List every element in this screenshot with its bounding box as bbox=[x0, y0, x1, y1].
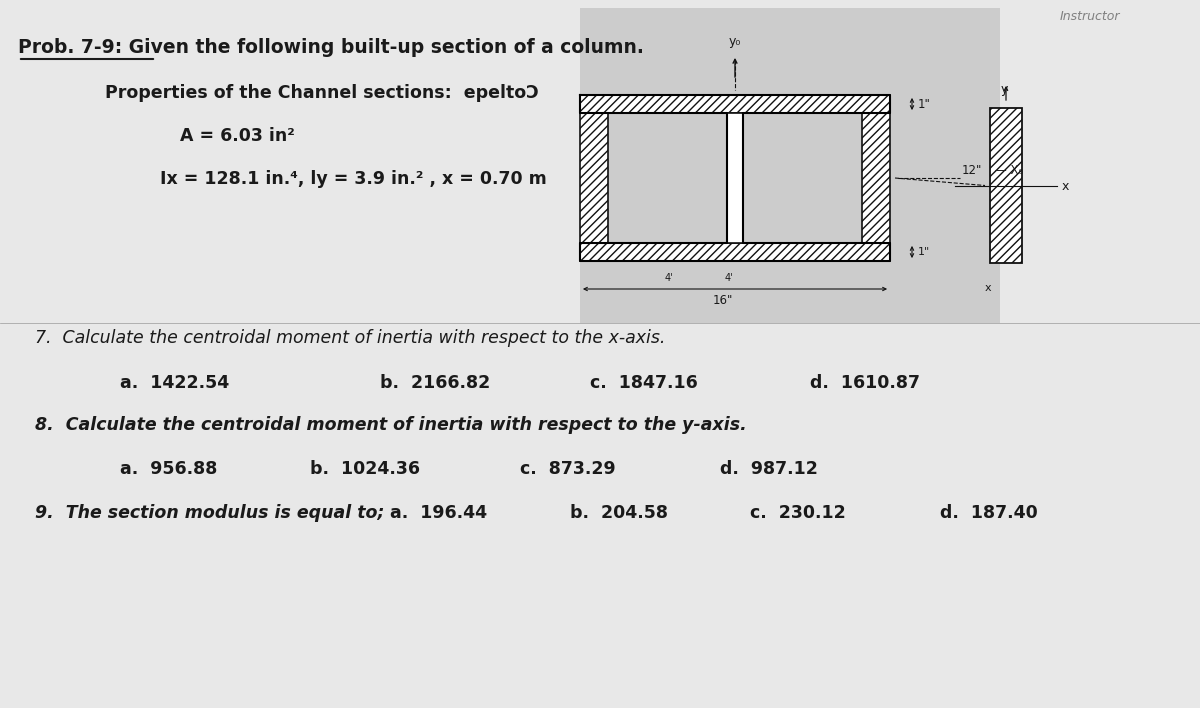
Bar bbox=[580, 113, 608, 243]
Text: Ix = 128.1 in.⁴, ly = 3.9 in.² , x = 0.70 m: Ix = 128.1 in.⁴, ly = 3.9 in.² , x = 0.7… bbox=[160, 170, 547, 188]
Bar bbox=[580, 8, 1000, 323]
Bar bbox=[862, 113, 890, 243]
Text: 4': 4' bbox=[665, 273, 673, 283]
Bar bbox=[990, 108, 1022, 263]
Text: 1": 1" bbox=[918, 247, 930, 257]
Text: Properties of the Channel sections:  epeltoƆ: Properties of the Channel sections: epel… bbox=[106, 84, 539, 102]
Text: a.  196.44: a. 196.44 bbox=[390, 504, 487, 522]
Text: b.  204.58: b. 204.58 bbox=[570, 504, 668, 522]
Bar bbox=[580, 243, 890, 261]
Text: A = 6.03 in²: A = 6.03 in² bbox=[180, 127, 295, 145]
Text: 9.  The section modulus is equal to;: 9. The section modulus is equal to; bbox=[35, 504, 384, 522]
Text: x: x bbox=[985, 283, 991, 293]
Text: y₀: y₀ bbox=[730, 35, 742, 48]
Text: — X₀: — X₀ bbox=[995, 164, 1024, 177]
Text: b.  1024.36: b. 1024.36 bbox=[310, 460, 420, 478]
Text: 7.  Calculate the centroidal moment of inertia with respect to the x-axis.: 7. Calculate the centroidal moment of in… bbox=[35, 329, 665, 347]
Text: a.  1422.54: a. 1422.54 bbox=[120, 374, 229, 392]
Text: 1": 1" bbox=[918, 98, 931, 110]
Text: x: x bbox=[1062, 180, 1069, 193]
Bar bbox=[580, 113, 608, 243]
Text: d.  1610.87: d. 1610.87 bbox=[810, 374, 920, 392]
Bar bbox=[580, 95, 890, 113]
Text: 16": 16" bbox=[713, 294, 733, 307]
Text: Prob. 7-9: Given the following built-up section of a column.: Prob. 7-9: Given the following built-up … bbox=[18, 38, 644, 57]
Bar bbox=[990, 108, 1022, 263]
Text: 8.  Calculate the centroidal moment of inertia with respect to the y-axis.: 8. Calculate the centroidal moment of in… bbox=[35, 416, 746, 434]
Bar bbox=[862, 113, 890, 243]
Text: d.  987.12: d. 987.12 bbox=[720, 460, 818, 478]
Text: a.  956.88: a. 956.88 bbox=[120, 460, 217, 478]
Text: b.  2166.82: b. 2166.82 bbox=[380, 374, 491, 392]
Text: d.  187.40: d. 187.40 bbox=[940, 504, 1038, 522]
Bar bbox=[580, 243, 890, 261]
Bar bbox=[580, 95, 890, 113]
Text: c.  873.29: c. 873.29 bbox=[520, 460, 616, 478]
Text: 12": 12" bbox=[962, 164, 983, 177]
Text: 4': 4' bbox=[725, 273, 733, 283]
Text: c.  1847.16: c. 1847.16 bbox=[590, 374, 697, 392]
Text: Instructor: Instructor bbox=[1060, 10, 1121, 23]
Text: y: y bbox=[1001, 83, 1008, 96]
Text: c.  230.12: c. 230.12 bbox=[750, 504, 846, 522]
Bar bbox=[727, 113, 743, 243]
